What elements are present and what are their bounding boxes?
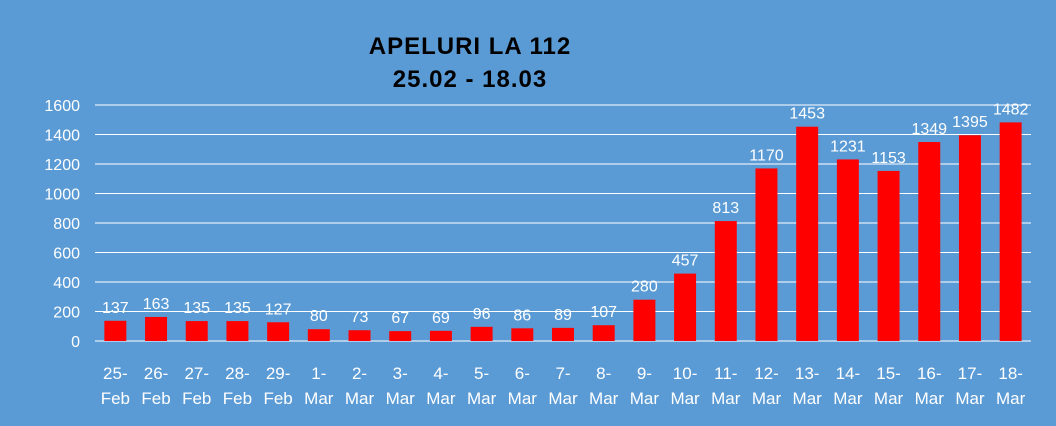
- bar: [348, 330, 371, 341]
- x-tick-label: 2-Mar: [345, 364, 375, 408]
- bar: [389, 331, 412, 341]
- bar: [755, 168, 778, 341]
- bar: [836, 159, 859, 341]
- data-label: 280: [631, 279, 658, 296]
- bar: [511, 328, 534, 341]
- x-tick-label: 17-Mar: [955, 364, 985, 408]
- x-tick-label: 7-Mar: [548, 364, 578, 408]
- x-tick-label: 25-Feb: [101, 364, 130, 408]
- gridlines: [95, 104, 1031, 342]
- data-label: 1153: [871, 150, 906, 167]
- bar: [958, 135, 981, 341]
- x-tick-label: 8-Mar: [589, 364, 619, 408]
- bar: [429, 330, 452, 341]
- data-label: 86: [513, 307, 531, 324]
- data-label: 1231: [830, 138, 866, 155]
- x-axis: 25-Feb 26-Feb 27-Feb 28-Feb 29-Feb 1-Mar 2-Mar…: [101, 364, 1026, 408]
- x-tick-label: 10-Mar: [670, 364, 700, 408]
- data-label: 813: [712, 200, 739, 217]
- bar: [918, 142, 941, 341]
- y-tick-label: 1200: [44, 157, 80, 174]
- y-tick-label: 400: [53, 275, 80, 292]
- data-label: 89: [554, 307, 572, 324]
- x-tick-label: 13-Mar: [793, 364, 823, 408]
- bars: [104, 122, 1022, 342]
- y-tick-label: 200: [53, 305, 80, 322]
- data-label: 135: [224, 300, 251, 317]
- bar: [145, 316, 168, 341]
- data-label: 67: [391, 310, 409, 327]
- x-tick-label: 14-Mar: [833, 364, 863, 408]
- data-label: 457: [672, 253, 699, 270]
- data-label: 1453: [789, 106, 825, 123]
- x-tick-label: 3-Mar: [386, 364, 416, 408]
- x-tick-label: 11-Mar: [711, 364, 741, 408]
- y-tick-label: 800: [53, 216, 80, 233]
- data-label: 107: [590, 304, 617, 321]
- data-label: 127: [265, 301, 292, 318]
- bar: [592, 325, 615, 341]
- y-axis: 0 200 400 600 800 1000 1200 1400 1600: [44, 98, 80, 351]
- x-tick-label: 29-Feb: [263, 364, 292, 408]
- x-tick-label: 1-Mar: [304, 364, 334, 408]
- x-tick-label: 26-Feb: [141, 364, 170, 408]
- data-label: 96: [473, 306, 491, 323]
- bar: [470, 326, 493, 341]
- y-tick-label: 600: [53, 246, 80, 263]
- bar: [999, 122, 1022, 341]
- bar: [674, 273, 697, 341]
- x-tick-label: 4-Mar: [426, 364, 456, 408]
- y-tick-label: 1400: [44, 128, 80, 145]
- data-label: 1482: [993, 101, 1029, 118]
- x-tick-label: 18-Mar: [996, 364, 1026, 408]
- data-label: 163: [143, 296, 170, 313]
- data-label: 69: [432, 310, 450, 327]
- data-labels: 137 163 135 135 127 80 73 67 69 96 86 89 107 280 457 81…: [102, 101, 1029, 327]
- y-tick-label: 0: [71, 334, 80, 351]
- x-tick-label: 28-Feb: [223, 364, 252, 408]
- bar: [877, 170, 900, 341]
- data-label: 1395: [952, 114, 988, 131]
- bar: [104, 320, 127, 341]
- x-tick-label: 9-Mar: [630, 364, 660, 408]
- bar: [796, 126, 819, 342]
- chart-title: APELURI LA 112: [368, 33, 572, 60]
- y-tick-label: 1600: [44, 98, 80, 115]
- bar: [633, 299, 656, 341]
- bar: [185, 321, 208, 341]
- bar: [307, 329, 330, 341]
- y-tick-label: 1000: [44, 187, 80, 204]
- data-label: 1170: [749, 147, 784, 164]
- data-label: 73: [351, 309, 369, 326]
- x-tick-label: 16-Mar: [915, 364, 945, 408]
- x-tick-label: 6-Mar: [508, 364, 538, 408]
- bar: [714, 221, 737, 341]
- bar: [552, 327, 574, 341]
- data-label: 1349: [911, 121, 947, 138]
- data-label: 135: [183, 300, 210, 317]
- data-label: 80: [310, 308, 328, 325]
- x-tick-label: 27-Feb: [182, 364, 211, 408]
- bar: [267, 322, 290, 341]
- x-tick-label: 15-Mar: [874, 364, 904, 408]
- bar: [226, 321, 249, 341]
- x-tick-label: 12-Mar: [752, 364, 782, 408]
- data-label: 137: [102, 300, 129, 317]
- x-tick-label: 5-Mar: [467, 364, 497, 408]
- chart-subtitle: 25.02 - 18.03: [392, 66, 548, 93]
